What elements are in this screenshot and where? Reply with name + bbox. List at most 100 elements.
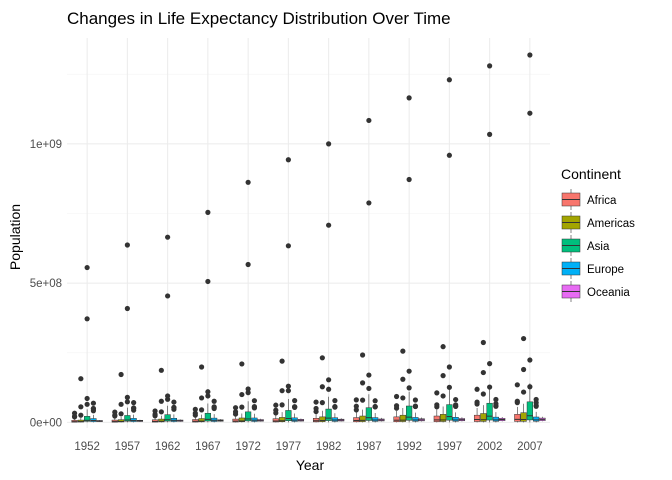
y-tick-label: 0e+00 xyxy=(30,417,62,429)
outlier-point xyxy=(480,391,486,397)
outlier-point xyxy=(353,403,359,409)
outlier-point xyxy=(192,406,198,412)
box-body xyxy=(331,417,338,422)
outlier-point xyxy=(326,222,332,228)
outlier-point xyxy=(487,384,493,390)
outlier-point xyxy=(366,372,372,378)
box-asia-1957 xyxy=(124,242,131,423)
outlier-point xyxy=(313,399,319,405)
box-body xyxy=(372,417,379,422)
box-americas-1992 xyxy=(399,348,406,423)
legend-label-oceania: Oceania xyxy=(587,287,630,299)
outlier-point xyxy=(251,403,258,410)
outlier-point xyxy=(285,243,291,249)
outlier-point xyxy=(211,404,217,410)
box-europe-1952 xyxy=(90,400,97,423)
outlier-point xyxy=(158,398,164,404)
y-tick-label: 1e+09 xyxy=(30,139,62,151)
outlier-point xyxy=(239,404,245,410)
box-body xyxy=(393,416,400,422)
chart-title: Changes in Life Expectancy Distribution … xyxy=(67,9,451,28)
outlier-point xyxy=(84,401,90,407)
outlier-point xyxy=(446,364,452,370)
x-tick-label: 1972 xyxy=(235,441,261,453)
box-body xyxy=(312,418,320,423)
box-oceania-1977 xyxy=(297,418,305,422)
box-body xyxy=(291,417,298,422)
outlier-point xyxy=(112,409,118,415)
box-europe-1997 xyxy=(452,396,459,423)
outlier-point xyxy=(359,352,366,358)
box-oceania-1957 xyxy=(136,419,144,422)
box-body xyxy=(319,416,326,422)
outlier-point xyxy=(514,382,520,388)
outlier-point xyxy=(205,209,211,215)
outlier-point xyxy=(453,402,459,408)
box-americas-1997 xyxy=(440,344,447,423)
outlier-point xyxy=(319,355,325,361)
box-americas-1952 xyxy=(77,376,84,423)
box-asia-1992 xyxy=(406,95,413,423)
box-body xyxy=(480,413,487,422)
outlier-point xyxy=(366,385,372,392)
outlier-point xyxy=(520,389,527,395)
outlier-point xyxy=(412,403,419,409)
box-americas-1962 xyxy=(158,367,165,423)
outlier-point xyxy=(440,344,446,350)
outlier-point xyxy=(245,386,251,392)
box-body xyxy=(412,417,419,422)
box-africa-1997 xyxy=(433,390,440,423)
outlier-point xyxy=(171,404,177,410)
outlier-point xyxy=(279,388,285,394)
outlier-point xyxy=(124,399,130,405)
outlier-point xyxy=(292,404,298,410)
box-africa-1962 xyxy=(151,408,159,423)
box-oceania-1997 xyxy=(458,417,466,422)
box-body xyxy=(285,410,292,422)
outlier-point xyxy=(440,373,446,379)
x-tick-label: 1952 xyxy=(74,441,100,453)
outlier-point xyxy=(480,369,486,376)
outlier-point xyxy=(400,376,406,382)
legend-key-europe xyxy=(561,258,581,279)
outlier-point xyxy=(251,398,258,404)
outlier-point xyxy=(118,411,124,417)
y-axis-ticks: 0e+00 5e+08 1e+09 xyxy=(30,139,62,430)
legend-key-oceania xyxy=(561,281,581,302)
box-body xyxy=(486,402,493,421)
box-africa-1977 xyxy=(272,402,279,423)
outlier-point xyxy=(165,393,171,399)
outlier-point xyxy=(239,391,245,398)
outlier-point xyxy=(273,402,279,408)
box-oceania-1982 xyxy=(338,418,345,422)
box-body xyxy=(533,416,540,422)
box-body xyxy=(406,405,413,421)
box-body xyxy=(526,401,533,421)
outlier-point xyxy=(406,368,412,374)
legend-key-asia xyxy=(561,235,581,256)
outlier-point xyxy=(514,398,520,404)
outlier-point xyxy=(198,395,205,401)
outlier-point xyxy=(78,404,84,410)
outlier-point xyxy=(372,398,378,404)
box-body xyxy=(492,416,499,422)
box-body xyxy=(446,404,453,421)
box-body xyxy=(245,411,252,422)
outlier-point xyxy=(171,399,177,405)
outlier-point xyxy=(285,157,291,163)
outlier-point xyxy=(359,397,366,403)
outlier-point xyxy=(211,398,217,404)
outlier-point xyxy=(198,364,205,370)
box-body xyxy=(433,415,440,422)
box-europe-2002 xyxy=(492,396,499,423)
outlier-point xyxy=(239,361,245,367)
outlier-point xyxy=(245,261,251,268)
box-body xyxy=(84,416,91,422)
box-oceania-1962 xyxy=(177,419,184,422)
box-body xyxy=(353,417,360,423)
box-americas-1972 xyxy=(238,361,245,423)
outlier-point xyxy=(487,131,493,137)
box-americas-1987 xyxy=(359,352,366,423)
legend-title: Continent xyxy=(561,166,621,182)
